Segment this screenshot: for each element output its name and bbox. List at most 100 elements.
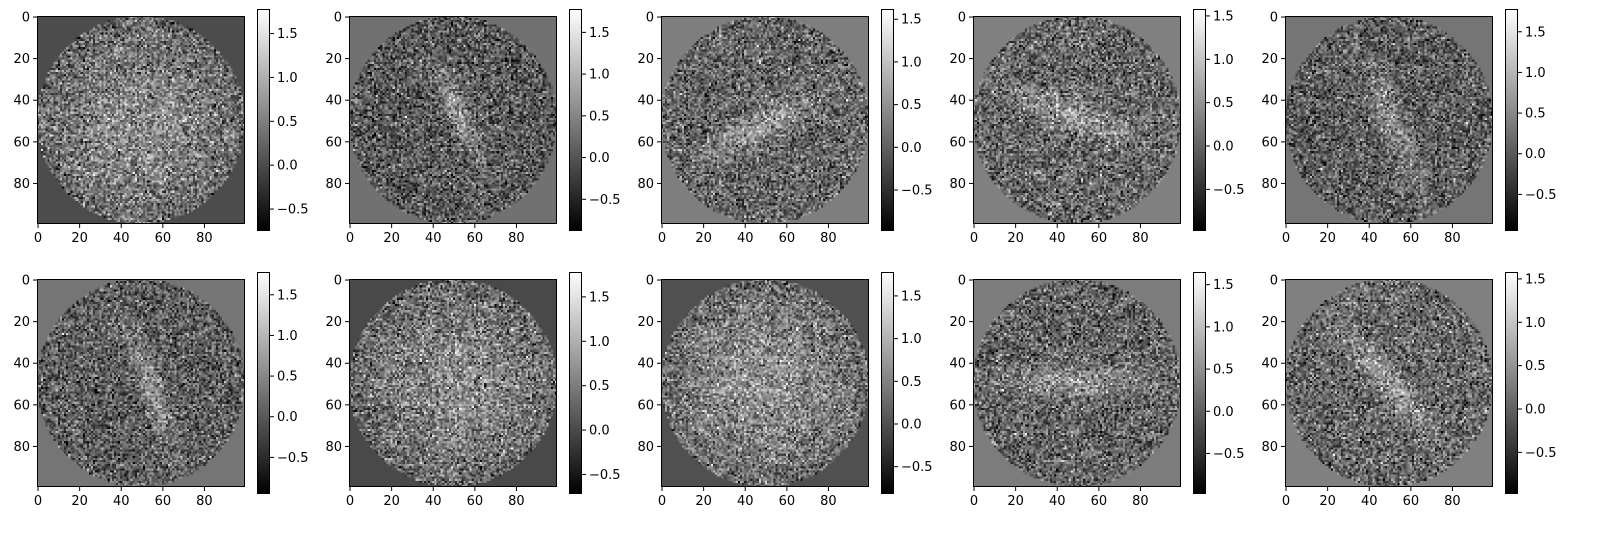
subplot-4: 0 20 40 60 80 0 20 40 60 80 −0.5 0.0 0.5 1.0 1.5 — [949, 9, 1245, 246]
colorbar-tick-label: 0.5 — [277, 115, 298, 130]
axes-frame — [349, 16, 557, 224]
colorbar-tick-label: 0.0 — [1525, 403, 1546, 418]
y-tick-label: 40 — [1261, 357, 1278, 372]
y-tick-label: 40 — [1261, 94, 1278, 109]
colorbar-tick-label: 1.0 — [589, 68, 610, 83]
x-tick-label: 0 — [970, 494, 978, 509]
x-tick-label: 40 — [425, 494, 442, 509]
x-tick-label: 0 — [346, 494, 354, 509]
x-tick-label: 20 — [1007, 494, 1024, 509]
y-tick-label: 60 — [637, 398, 654, 413]
colorbar-frame — [569, 272, 582, 494]
x-tick-label: 40 — [1049, 231, 1066, 246]
colorbar-tick-label: 0.0 — [589, 151, 610, 166]
x-tick-label: 40 — [737, 231, 754, 246]
x-tick-label: 20 — [1319, 231, 1336, 246]
y-tick-label: 80 — [637, 177, 654, 192]
x-tick-label: 60 — [779, 494, 796, 509]
colorbar-tick-label: 1.0 — [589, 335, 610, 350]
x-tick-label: 60 — [1091, 494, 1108, 509]
axes-frame — [1285, 16, 1493, 224]
x-tick-label: 60 — [467, 231, 484, 246]
x-tick-label: 80 — [508, 231, 525, 246]
axes-frame — [661, 16, 869, 224]
axes-frame — [349, 279, 557, 487]
colorbar-tick-label: 1.5 — [589, 26, 610, 41]
y-tick-label: 80 — [325, 177, 342, 192]
colorbar-tick-label: 1.5 — [1525, 25, 1546, 40]
colorbar — [1505, 272, 1518, 494]
colorbar-tick-label: 1.0 — [277, 71, 298, 86]
subplot-8: 0 20 40 60 80 0 20 40 60 80 −0.5 0.0 0.5 1.0 1.5 — [637, 272, 933, 509]
y-tick-label: 0 — [22, 274, 30, 289]
colorbar-tick-label: −0.5 — [901, 184, 933, 199]
colorbar — [257, 272, 270, 494]
y-tick-label: 40 — [637, 357, 654, 372]
y-tick-label: 80 — [325, 440, 342, 455]
colorbar-tick-label: 0.5 — [589, 109, 610, 124]
colorbar-frame — [881, 9, 894, 231]
colorbar-tick-label: 1.5 — [1213, 9, 1234, 24]
subplot-1: 0 20 40 60 80 0 20 40 60 80 −0.5 0.0 0.5 1.0 1.5 — [13, 9, 309, 246]
colorbar-frame — [1505, 272, 1518, 494]
heatmap-image — [37, 279, 245, 487]
colorbar-tick-label: 1.5 — [1525, 272, 1546, 287]
y-tick-label: 40 — [13, 357, 30, 372]
x-tick-label: 80 — [820, 231, 837, 246]
axes-frame — [973, 279, 1181, 487]
x-tick-label: 60 — [1091, 231, 1108, 246]
y-tick-label: 60 — [325, 398, 342, 413]
axes-frame — [37, 279, 245, 487]
x-tick-label: 40 — [113, 231, 130, 246]
x-tick-label: 20 — [383, 494, 400, 509]
y-tick-label: 20 — [1261, 52, 1278, 67]
x-tick-label: 0 — [346, 231, 354, 246]
y-tick-label: 40 — [325, 94, 342, 109]
colorbar-tick-label: 0.5 — [1525, 359, 1546, 374]
y-tick-label: 60 — [1261, 398, 1278, 413]
x-tick-label: 40 — [1361, 494, 1378, 509]
subplot-7: 0 20 40 60 80 0 20 40 60 80 −0.5 0.0 0.5 1.0 1.5 — [325, 272, 621, 509]
y-tick-label: 80 — [13, 177, 30, 192]
x-tick-label: 20 — [71, 494, 88, 509]
colorbar-frame — [569, 9, 582, 231]
colorbar-tick-label: 0.5 — [901, 375, 922, 390]
colorbar-tick-label: 0.0 — [589, 424, 610, 439]
colorbar-frame — [1193, 272, 1206, 494]
x-tick-label: 0 — [658, 231, 666, 246]
subplot-3: 0 20 40 60 80 0 20 40 60 80 −0.5 0.0 0.5 1.0 1.5 — [637, 9, 933, 246]
y-tick-label: 80 — [949, 177, 966, 192]
x-tick-label: 0 — [970, 231, 978, 246]
colorbar-tick-label: 1.5 — [277, 27, 298, 42]
colorbar — [1193, 272, 1206, 494]
y-tick-label: 20 — [637, 315, 654, 330]
y-tick-label: 20 — [1261, 315, 1278, 330]
colorbar-tick-label: 1.5 — [901, 289, 922, 304]
y-tick-label: 40 — [325, 357, 342, 372]
subplot-2: 0 20 40 60 80 0 20 40 60 80 −0.5 0.0 0.5 1.0 1.5 — [325, 9, 621, 246]
colorbar — [881, 272, 894, 494]
colorbar-tick-label: 0.5 — [1213, 363, 1234, 378]
colorbar-tick-label: 0.0 — [901, 141, 922, 156]
colorbar-tick-label: −0.5 — [1525, 188, 1557, 203]
y-tick-label: 0 — [22, 11, 30, 26]
x-tick-label: 20 — [695, 494, 712, 509]
colorbar-tick-label: −0.5 — [277, 203, 309, 218]
x-tick-label: 20 — [383, 231, 400, 246]
y-tick-label: 20 — [13, 52, 30, 67]
heatmap-image — [661, 16, 869, 224]
y-tick-label: 0 — [646, 11, 654, 26]
colorbar-frame — [881, 272, 894, 494]
heatmap-image — [349, 16, 557, 224]
y-tick-label: 20 — [13, 315, 30, 330]
y-tick-label: 0 — [646, 274, 654, 289]
colorbar-tick-label: 0.5 — [589, 379, 610, 394]
axes-frame — [661, 279, 869, 487]
x-tick-label: 0 — [658, 494, 666, 509]
y-tick-label: 20 — [949, 52, 966, 67]
colorbar — [1505, 9, 1518, 231]
heatmap-image — [37, 16, 245, 224]
y-tick-label: 60 — [949, 135, 966, 150]
axes-frame — [37, 16, 245, 224]
colorbar-tick-label: 0.5 — [1213, 96, 1234, 111]
